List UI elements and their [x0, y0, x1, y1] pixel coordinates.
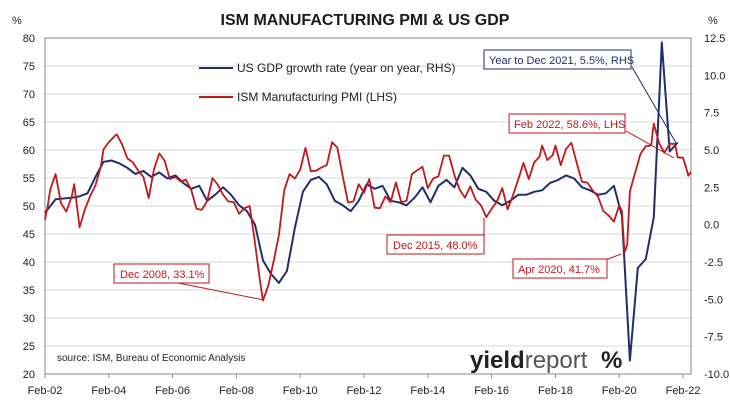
- left-tick-label: 35: [23, 285, 35, 297]
- left-tick-label: 60: [23, 145, 35, 157]
- left-tick-label: 40: [23, 257, 35, 269]
- annotation-dec2015: Dec 2015, 48.0%: [393, 240, 478, 252]
- annotation-connector-feb2022: [625, 130, 675, 159]
- annotation-connector-dec2008: [172, 281, 265, 301]
- right-tick-label: -2.5: [704, 257, 723, 269]
- x-tick-label: Feb-02: [28, 385, 63, 397]
- legend: US GDP growth rate (year on year, RHS) I…: [199, 61, 456, 104]
- left-tick-label: 25: [23, 341, 35, 353]
- legend-label-gdp: US GDP growth rate (year on year, RHS): [237, 61, 456, 75]
- right-tick-label: -7.5: [704, 332, 723, 344]
- annotations: Dec 2008, 33.1% Dec 2015, 48.0% Apr 2020…: [113, 49, 677, 301]
- right-tick-label: 10.0: [704, 70, 725, 82]
- annotation-box-dec2008: [113, 263, 210, 284]
- plot-area: [44, 37, 692, 375]
- right-tick-label: 7.5: [704, 108, 719, 120]
- brand-main: yield: [470, 347, 525, 374]
- left-tick-label: 75: [23, 61, 35, 73]
- left-tick-label: 65: [23, 117, 35, 129]
- brand-logo: yieldreport %: [470, 347, 622, 374]
- x-tick-label: Feb-16: [474, 385, 509, 397]
- series-lines: [44, 41, 692, 362]
- series-line-pmi: [44, 122, 692, 302]
- left-axis-ticks: 20 25 30 35 40 45 50 55 60 65 70 75 80: [23, 33, 35, 381]
- legend-label-pmi: ISM Manufacturing PMI (LHS): [237, 90, 397, 104]
- left-tick-label: 50: [23, 201, 35, 213]
- brand-accent: report: [525, 347, 588, 374]
- brand-wordmark: yieldreport: [470, 347, 588, 374]
- x-tick-label: Feb-14: [410, 385, 445, 397]
- right-axis-unit: %: [708, 15, 718, 27]
- right-axis-ticks: -10.0 -7.5 -5.0 -2.5 0.0 2.5 5.0 7.5 10.0 12.5: [704, 33, 729, 381]
- annotation-dec2021: Year to Dec 2021, 5.5%, RHS: [489, 55, 634, 67]
- x-tick-label: Feb-12: [347, 385, 382, 397]
- left-tick-label: 30: [23, 313, 35, 325]
- left-axis-unit: %: [12, 15, 22, 27]
- left-tick-label: 55: [23, 173, 35, 185]
- annotation-apr2020: Apr 2020, 41.7%: [518, 264, 600, 276]
- right-tick-label: 0.0: [704, 220, 719, 232]
- left-tick-label: 80: [23, 33, 35, 45]
- x-axis-ticks: Feb-02 Feb-04 Feb-06 Feb-08 Feb-10 Feb-12 Feb-…: [28, 374, 701, 397]
- x-tick-label: Feb-08: [219, 385, 254, 397]
- gridlines: [45, 37, 691, 375]
- x-tick-label: Feb-06: [155, 385, 190, 397]
- right-tick-label: 2.5: [704, 182, 719, 194]
- x-tick-label: Feb-22: [666, 385, 701, 397]
- source-note: source: ISM, Bureau of Economic Analysis: [57, 353, 245, 364]
- x-tick-label: Feb-04: [91, 385, 126, 397]
- brand-symbol: %: [601, 347, 622, 374]
- left-tick-label: 45: [23, 229, 35, 241]
- right-tick-label: 5.0: [704, 145, 719, 157]
- annotation-box-feb2022: [508, 113, 626, 134]
- right-tick-label: -10.0: [704, 369, 729, 381]
- left-tick-label: 20: [23, 369, 35, 381]
- chart-title: ISM MANUFACTURING PMI & US GDP: [221, 12, 510, 29]
- annotation-connector-dec2021: [631, 66, 677, 144]
- right-tick-label: 12.5: [704, 33, 725, 45]
- x-tick-label: Feb-10: [283, 385, 318, 397]
- right-tick-label: -5.0: [704, 294, 723, 306]
- annotation-feb2022: Feb 2022, 58.6%, LHS: [514, 119, 625, 131]
- annotation-box-apr2020: [512, 258, 608, 279]
- left-tick-label: 70: [23, 89, 35, 101]
- x-tick-label: Feb-18: [538, 385, 573, 397]
- annotation-dec2008: Dec 2008, 33.1%: [120, 269, 205, 281]
- annotation-box-dec2015: [386, 234, 485, 255]
- annotation-box-dec2021: [483, 49, 632, 70]
- x-tick-label: Feb-20: [602, 385, 637, 397]
